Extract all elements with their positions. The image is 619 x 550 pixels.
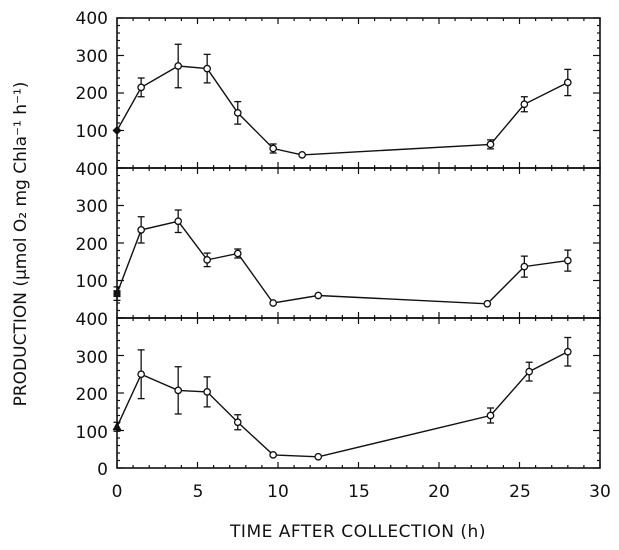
y-tick-label: 400 (76, 310, 108, 330)
data-point (520, 100, 529, 109)
data-point (314, 291, 323, 300)
middle-panel-y-tick-labels: 400 300 200 100 (76, 160, 108, 292)
data-point (563, 256, 572, 265)
x-tick-label: 30 (589, 482, 611, 502)
data-point (112, 421, 122, 431)
data-point (203, 64, 212, 73)
x-tick-label: 25 (509, 482, 531, 502)
data-point (174, 62, 183, 70)
data-point (269, 299, 278, 307)
bottom-panel-y-tick-labels: 400 300 200 100 0 (76, 310, 108, 480)
data-point (483, 299, 492, 308)
data-point (233, 249, 242, 258)
y-tick-label: 100 (76, 423, 108, 443)
data-point (269, 144, 278, 153)
plot-frame (116, 167, 601, 319)
data-point (233, 418, 242, 427)
data-point (486, 140, 495, 149)
chart-panel-bottom (112, 317, 601, 469)
y-tick-label: 300 (76, 197, 108, 217)
series-line (116, 65, 569, 156)
plot-frame (116, 17, 601, 169)
chart-panel-middle (113, 167, 601, 319)
y-tick-label: 100 (76, 122, 108, 142)
x-tick-label: 0 (112, 482, 123, 502)
y-tick-label: 200 (76, 235, 108, 255)
data-point (137, 83, 145, 92)
data-point (174, 386, 183, 395)
x-tick-label: 10 (267, 482, 289, 502)
data-point (563, 347, 572, 356)
data-point (113, 290, 121, 298)
data-point (137, 226, 145, 234)
y-tick-label: 0 (97, 460, 108, 480)
x-tick-label: 20 (428, 482, 450, 502)
y-tick-label: 100 (76, 272, 108, 292)
y-tick-label: 400 (76, 160, 108, 180)
x-tick-label: 5 (193, 482, 204, 502)
data-point (486, 411, 495, 420)
data-point (525, 367, 534, 376)
y-tick-label: 300 (76, 348, 108, 368)
data-point (314, 452, 323, 461)
data-point (203, 256, 212, 264)
data-point (520, 262, 529, 271)
series-line (116, 220, 568, 305)
data-point (563, 78, 572, 87)
data-point (269, 451, 278, 459)
y-tick-label: 400 (76, 9, 108, 29)
chart-panels (112, 17, 601, 469)
data-point (174, 217, 183, 226)
x-tick-label: 15 (348, 482, 370, 502)
y-tick-label: 200 (76, 385, 108, 405)
data-point (233, 109, 242, 117)
y-tick-label: 300 (76, 47, 108, 67)
x-tick-labels: 0 5 10 15 20 25 30 (112, 482, 611, 502)
series-line (116, 351, 569, 458)
data-point (203, 388, 212, 396)
plot-frame (116, 317, 601, 469)
data-point (112, 126, 122, 135)
y-tick-label: 200 (76, 84, 108, 104)
data-point (137, 370, 145, 379)
y-axis-label: PRODUCTION (μmol O₂ mg Chla⁻¹ h⁻¹) (11, 82, 31, 407)
chart-panel-top (112, 17, 601, 169)
data-point (298, 151, 306, 159)
x-axis-label: TIME AFTER COLLECTION (h) (229, 522, 486, 542)
top-panel-y-tick-labels: 400 300 200 100 (76, 9, 108, 142)
